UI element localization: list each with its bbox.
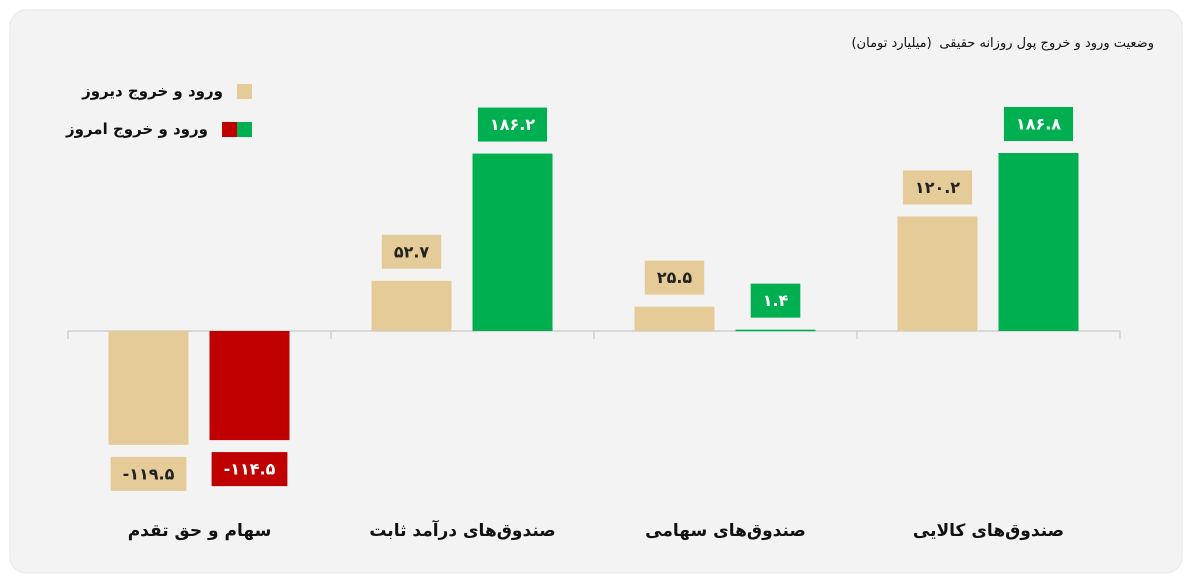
chart-title: وضعیت ورود و خروج پول روزانه حقیقی <box>939 36 1154 51</box>
x-tick-label: صندوق‌های سهامی <box>645 521 806 541</box>
legend-item: ورود و خروج امروز <box>66 110 252 148</box>
value-label-box <box>477 107 548 142</box>
value-label-box <box>644 260 705 295</box>
value-label: ۱۸۶.۸ <box>1016 115 1061 134</box>
legend-label: ورود و خروج دیروز <box>82 82 223 100</box>
legend-swatches <box>236 83 252 99</box>
legend-item: ورود و خروج دیروز <box>66 72 252 110</box>
value-label-box <box>211 452 288 487</box>
value-label: ۲۵.۵ <box>657 268 693 287</box>
bar <box>472 153 553 331</box>
value-label: ۵۲.۷ <box>394 242 430 261</box>
x-tick-label: سهام و حق تقدم <box>128 521 272 541</box>
value-label-box <box>1003 107 1074 141</box>
bar <box>209 331 290 441</box>
bar <box>998 153 1079 331</box>
chart-title-block: وضعیت ورود و خروج پول روزانه حقیقی (میلی… <box>851 28 1154 53</box>
legend-swatch <box>236 121 252 137</box>
value-label: ۱.۴ <box>763 291 789 310</box>
chart-subtitle: (میلیارد تومان) <box>851 36 932 51</box>
value-label: ۱۲۰.۲ <box>915 178 960 197</box>
value-label-box <box>381 234 442 269</box>
bar <box>735 329 816 332</box>
value-label: -۱۱۹.۵ <box>123 464 175 483</box>
value-label-box <box>110 456 187 491</box>
value-label: -۱۱۴.۵ <box>224 460 276 479</box>
value-label: ۱۸۶.۲ <box>490 115 535 134</box>
x-tick-label: صندوق‌های درآمد ثابت <box>369 519 555 541</box>
bar <box>634 306 715 331</box>
bar <box>371 280 452 331</box>
value-label-box <box>902 170 973 205</box>
value-label-box <box>750 283 801 318</box>
legend-label: ورود و خروج امروز <box>66 120 208 138</box>
legend-swatch <box>221 121 237 137</box>
bar <box>108 331 189 445</box>
card <box>9 9 1183 574</box>
bar <box>897 216 978 331</box>
legend-swatches <box>221 121 252 137</box>
legend-swatch <box>236 83 252 99</box>
x-tick-label: صندوق‌های کالایی <box>913 521 1064 541</box>
legend: ورود و خروج دیروز ورود و خروج امروز <box>66 72 252 148</box>
